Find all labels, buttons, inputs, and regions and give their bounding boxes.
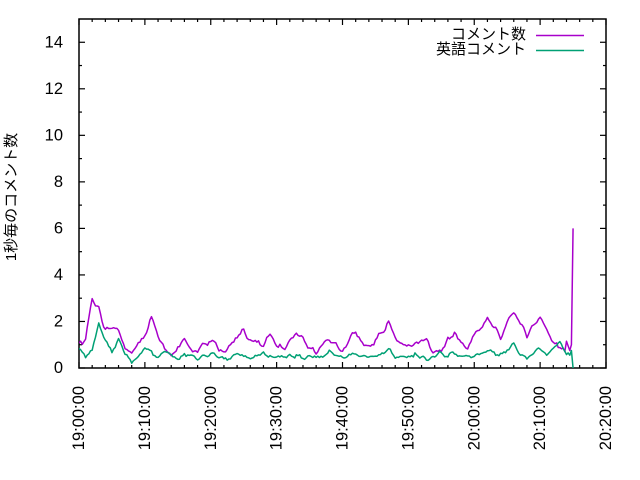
svg-text:19:30:00: 19:30:00: [268, 386, 286, 450]
svg-text:1秒毎のコメント数: 1秒毎のコメント数: [3, 133, 20, 261]
svg-text:10: 10: [45, 126, 63, 144]
svg-text:2: 2: [54, 312, 63, 330]
svg-text:英語コメント: 英語コメント: [436, 40, 526, 58]
svg-text:4: 4: [54, 266, 63, 284]
svg-text:6: 6: [54, 219, 63, 237]
svg-text:12: 12: [45, 80, 63, 98]
svg-text:20:10:00: 20:10:00: [531, 386, 549, 450]
svg-text:19:00:00: 19:00:00: [70, 386, 88, 450]
svg-text:19:40:00: 19:40:00: [334, 386, 352, 450]
svg-text:20:00:00: 20:00:00: [465, 386, 483, 450]
svg-text:20:20:00: 20:20:00: [597, 386, 615, 450]
svg-text:0: 0: [54, 359, 63, 377]
svg-text:14: 14: [45, 33, 63, 51]
svg-text:8: 8: [54, 173, 63, 191]
svg-text:19:20:00: 19:20:00: [202, 386, 220, 450]
svg-text:19:10:00: 19:10:00: [136, 386, 154, 450]
svg-text:19:50:00: 19:50:00: [399, 386, 417, 450]
